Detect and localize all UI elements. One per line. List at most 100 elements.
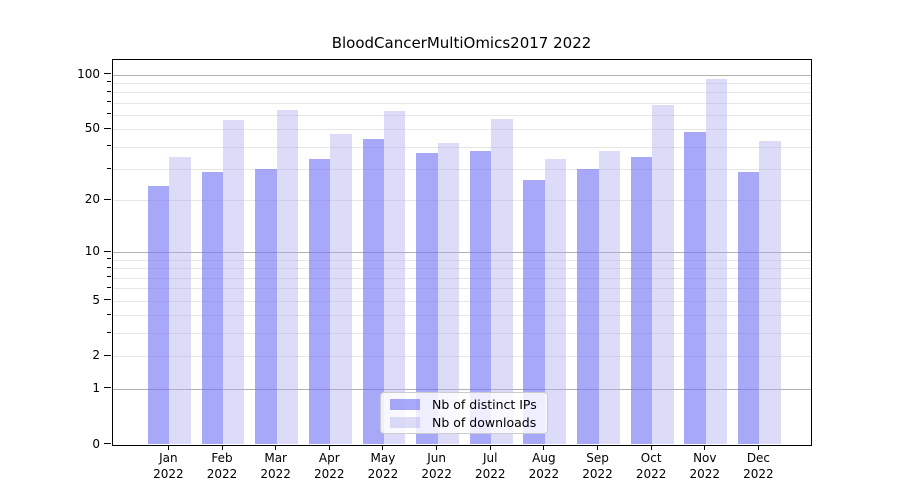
gridline-minor (113, 300, 811, 302)
bar-distinct-ips-may (362, 139, 384, 445)
gridline-major (113, 74, 811, 76)
bar-distinct-ips-aug (523, 180, 545, 445)
y-axis-tick-label: 5 (92, 292, 100, 307)
bar-downloads-nov (705, 79, 728, 445)
x-axis-tick (704, 445, 706, 450)
bar-downloads-jan (169, 157, 191, 445)
legend-item-downloads: Nb of downloads (381, 415, 547, 430)
x-axis-tick-label: Sep 2022 (582, 451, 613, 481)
bar-downloads-dec (759, 141, 781, 445)
x-axis-tick-label: Oct 2022 (635, 451, 667, 481)
y-axis-tick-label: 1 (92, 380, 100, 395)
chart-title: BloodCancerMultiOmics2017 2022 (331, 34, 592, 52)
y-axis-minor-tick (107, 331, 111, 333)
x-axis-tick-label: Dec 2022 (743, 451, 774, 481)
y-axis-minor-tick (107, 299, 111, 301)
gridline-minor (113, 259, 811, 261)
y-axis-tick-label: 2 (92, 348, 100, 363)
y-axis-tick-label: 50 (84, 121, 100, 136)
bar-distinct-ips-dec (738, 171, 760, 445)
legend-label-distinct-ips: Nb of distinct IPs (432, 396, 537, 412)
legend-swatch-distinct-ips (390, 398, 420, 410)
y-axis-minor-tick (107, 354, 111, 356)
bar-distinct-ips-apr (308, 159, 331, 445)
gridline-minor (113, 333, 811, 335)
x-axis-tick-label: Jan 2022 (153, 451, 184, 481)
bar-downloads-feb (223, 120, 245, 445)
x-axis-tick (328, 445, 330, 450)
gridline-major (113, 388, 811, 390)
legend-label-downloads: Nb of downloads (432, 414, 537, 430)
bar-downloads-may (383, 111, 406, 445)
bar-distinct-ips-mar (255, 169, 277, 445)
y-axis-minor-tick (107, 90, 111, 92)
bar-distinct-ips-feb (201, 171, 224, 445)
y-axis-tick (104, 250, 111, 252)
y-axis-minor-tick (107, 286, 111, 288)
x-axis-tick-label: Mar 2022 (260, 451, 291, 481)
bar-distinct-ips-jul (469, 150, 492, 445)
x-axis-tick (167, 445, 169, 450)
y-axis-minor-tick (107, 167, 111, 169)
x-axis-tick-label: May 2022 (367, 451, 399, 481)
gridline-minor (113, 129, 811, 131)
x-axis-tick (650, 445, 652, 450)
y-axis-minor-tick (107, 198, 111, 200)
y-axis-minor-tick (107, 101, 111, 103)
x-axis-tick-label: Jun 2022 (421, 451, 452, 481)
x-axis-tick-label: Nov 2022 (689, 451, 721, 481)
gridline-minor (113, 102, 811, 104)
y-axis-minor-tick (107, 276, 111, 278)
y-axis-tick-label: 20 (84, 192, 100, 207)
bar-distinct-ips-nov (684, 132, 706, 445)
bar-downloads-jun (437, 142, 459, 445)
plot-area (112, 59, 812, 446)
x-axis-tick (221, 445, 223, 450)
x-axis-tick (489, 445, 491, 450)
y-axis-tick-label: 100 (77, 66, 100, 81)
legend: Nb of distinct IPs Nb of downloads (380, 392, 548, 434)
y-axis-tick (104, 387, 111, 389)
gridline-minor (113, 92, 811, 94)
bar-distinct-ips-jun (416, 152, 438, 445)
gridline-minor (113, 200, 811, 202)
gridline-minor (113, 146, 811, 148)
x-axis-tick (436, 445, 438, 450)
bar-downloads-aug (544, 159, 567, 445)
gridline-minor (113, 288, 811, 290)
gridline-minor (113, 169, 811, 171)
y-axis-tick-label: 0 (92, 436, 100, 451)
bar-distinct-ips-jan (148, 186, 170, 445)
bar-downloads-apr (330, 134, 352, 445)
legend-item-distinct-ips: Nb of distinct IPs (381, 397, 547, 412)
y-axis-minor-tick (107, 266, 111, 268)
y-axis-minor-tick (107, 145, 111, 147)
x-axis-tick-label: Apr 2022 (314, 451, 345, 481)
y-axis-tick-label: 10 (84, 244, 100, 259)
gridline-minor (113, 114, 811, 116)
x-axis-tick (275, 445, 277, 450)
x-axis-tick-label: Feb 2022 (206, 451, 238, 481)
gridline-minor (113, 277, 811, 279)
bar-downloads-mar (276, 109, 299, 445)
x-axis-tick (757, 445, 759, 450)
x-axis-tick-label: Jul 2022 (474, 451, 506, 481)
x-axis-tick (543, 445, 545, 450)
x-axis-tick (597, 445, 599, 450)
y-axis-minor-tick (107, 258, 111, 260)
y-axis-tick (104, 73, 111, 74)
bar-distinct-ips-oct (630, 157, 653, 445)
gridline-minor (113, 82, 811, 84)
y-axis-tick (104, 443, 111, 444)
gridline-minor (113, 268, 811, 270)
x-axis-tick (382, 445, 384, 450)
bar-downloads-sep (598, 150, 620, 445)
bar-downloads-jul (491, 118, 513, 445)
y-axis-minor-tick (107, 127, 111, 129)
y-axis-minor-tick (107, 113, 111, 115)
x-axis-tick-label: Aug 2022 (528, 451, 560, 481)
gridline-minor (113, 356, 811, 358)
y-axis-minor-tick (107, 313, 111, 315)
y-axis-minor-tick (107, 81, 111, 83)
